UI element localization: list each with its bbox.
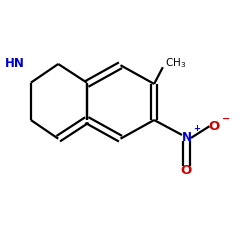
Text: O: O	[181, 164, 192, 177]
Text: HN: HN	[5, 58, 24, 70]
Text: N: N	[182, 132, 192, 144]
Text: O: O	[208, 120, 220, 133]
Text: CH$_3$: CH$_3$	[165, 56, 186, 70]
Text: +: +	[194, 124, 200, 133]
Text: −: −	[222, 114, 230, 124]
